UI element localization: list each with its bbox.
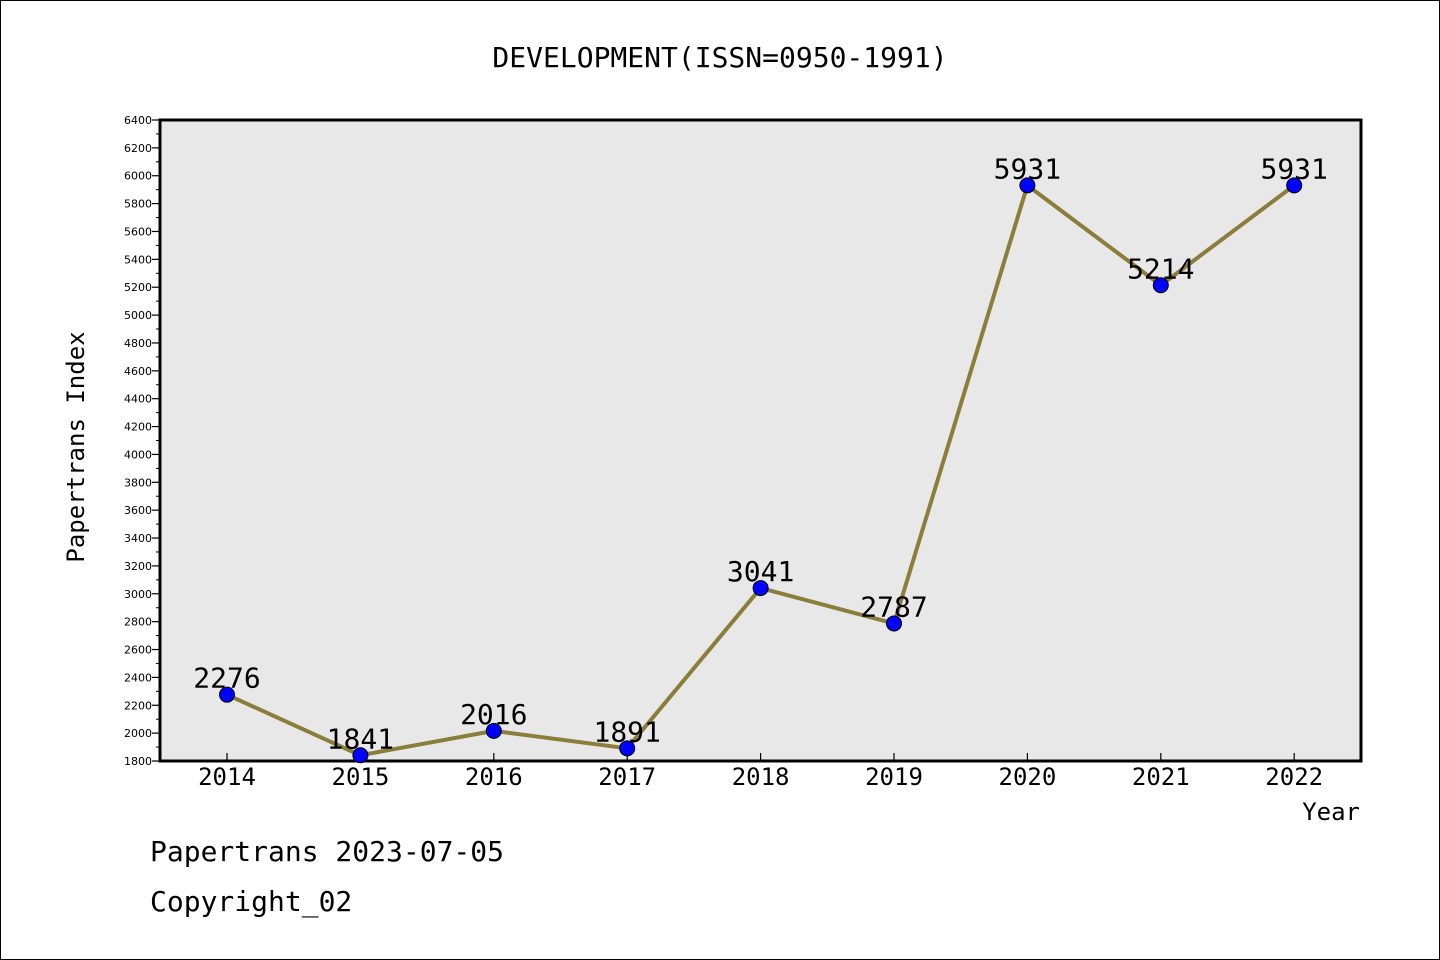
x-tick-label: 2019	[865, 763, 923, 791]
data-point	[485, 722, 502, 739]
y-tick-label: 6000	[124, 170, 152, 183]
data-label: 5214	[1127, 252, 1194, 285]
y-tick-label: 4200	[124, 421, 152, 434]
data-point	[886, 615, 902, 632]
y-tick-label: 4600	[124, 365, 152, 378]
source-date-label: Papertrans 2023-07-05	[150, 835, 505, 868]
y-tick-label: 5600	[124, 225, 152, 238]
series-layer: 2276 1841 2016 1891 3041 2787 5931 5214 5931	[193, 152, 1328, 764]
y-tick-label: 2600	[124, 644, 152, 657]
x-tick-label: 2022	[1265, 763, 1323, 791]
y-tick-label: 5400	[124, 253, 152, 266]
y-tick-label: 3000	[124, 588, 152, 601]
data-label: 2276	[193, 662, 260, 695]
y-tick-label: 2800	[124, 616, 152, 629]
data-point	[1152, 277, 1169, 294]
data-point	[619, 740, 636, 757]
x-axis: 2014 2015 2016 2017 2018 2019 2020 2021 2022	[198, 753, 1323, 791]
y-tick-label: 4000	[124, 448, 152, 461]
x-tick-label: 2021	[1132, 763, 1190, 791]
y-tick-label: 2200	[124, 699, 152, 712]
y-axis: 1800 2000 2200 2400 2600 2800 3000 3200 3400 3600…	[124, 114, 160, 768]
data-point	[352, 747, 369, 764]
y-tick-label: 4800	[124, 337, 152, 350]
y-tick-label: 6200	[124, 142, 152, 155]
copyright-label: Copyright_02	[150, 885, 353, 918]
x-tick-label: 2017	[598, 763, 656, 791]
plot-area	[158, 118, 1363, 763]
y-tick-label: 5000	[124, 309, 152, 322]
x-tick-label: 2018	[732, 763, 790, 791]
x-axis-label: Year	[1302, 798, 1360, 826]
y-tick-label: 2400	[124, 671, 152, 684]
y-tick-label: 3400	[124, 532, 152, 545]
data-label: 5931	[1260, 152, 1327, 185]
y-tick-label: 3600	[124, 504, 152, 517]
data-label: 1841	[327, 722, 394, 755]
y-tick-label: 3800	[124, 476, 152, 489]
y-tick-label: 3200	[124, 560, 152, 573]
y-tick-label: 2000	[124, 727, 152, 740]
y-tick-label: 5800	[124, 198, 152, 211]
y-tick-label: 6400	[124, 114, 152, 127]
data-point	[1286, 177, 1303, 194]
x-tick-label: 2016	[465, 763, 523, 791]
data-point	[752, 580, 769, 597]
y-tick-label: 5200	[124, 281, 152, 294]
y-axis-label: Papertrans Index	[62, 331, 90, 562]
data-label: 2787	[860, 590, 927, 623]
chart-title: DEVELOPMENT(ISSN=0950-1991)	[492, 41, 947, 74]
data-label: 2016	[460, 698, 527, 731]
y-tick-label: 1800	[124, 755, 152, 768]
data-point	[1019, 177, 1036, 194]
data-label: 3041	[727, 555, 794, 588]
data-label: 1891	[593, 715, 660, 748]
data-label: 5931	[994, 152, 1061, 185]
x-tick-label: 2020	[999, 763, 1057, 791]
y-tick-label: 4400	[124, 393, 152, 406]
data-point	[219, 686, 235, 703]
x-tick-label: 2014	[198, 763, 256, 791]
x-tick-label: 2015	[332, 763, 390, 791]
